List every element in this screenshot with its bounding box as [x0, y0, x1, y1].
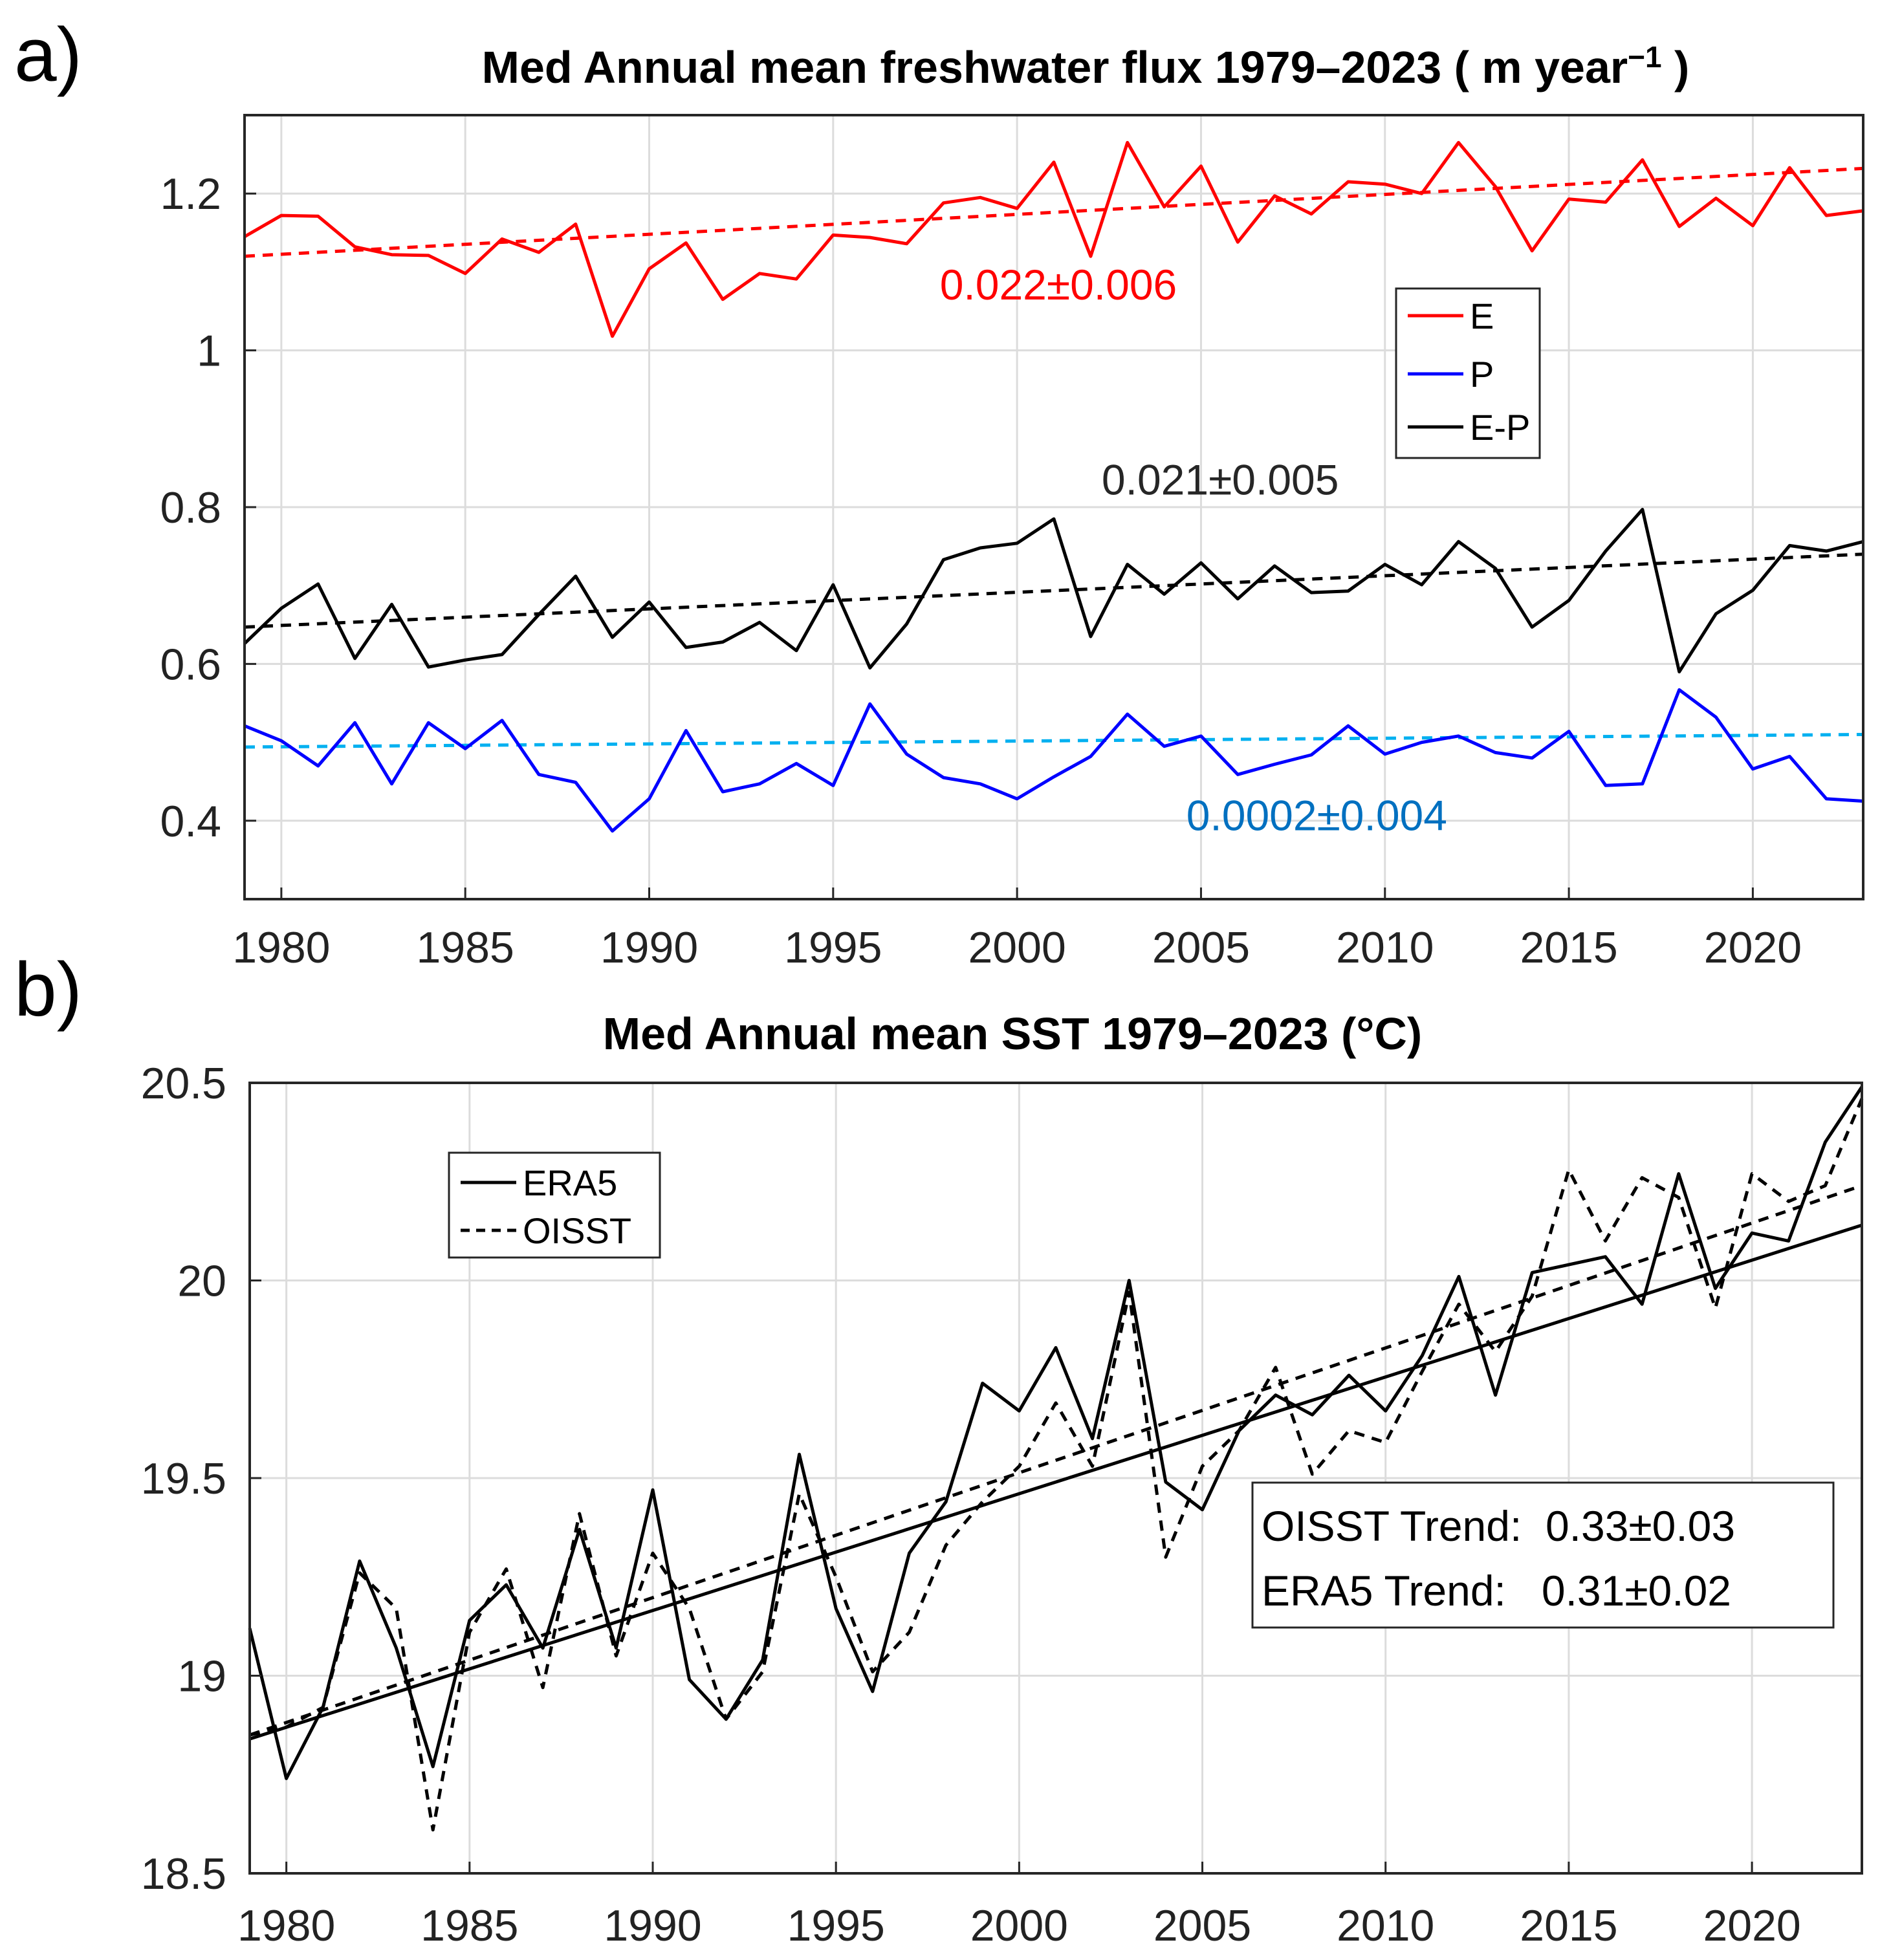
trend-box-era5: ERA5 Trend: 0.31±0.02	[1262, 1567, 1731, 1615]
x-tick-label: 1995	[784, 923, 882, 972]
y-tick-label: 1	[197, 327, 221, 376]
series-line-oisst	[249, 1098, 1864, 1832]
trend-line-p	[244, 732, 1864, 749]
panel-a-series-lines	[243, 140, 1864, 833]
y-tick-label: 1.2	[160, 169, 221, 219]
panel-a-legend: E P E-P	[1395, 287, 1541, 459]
panel-a-trend-lines	[244, 166, 1864, 749]
legend-label-p: P	[1470, 354, 1494, 395]
y-tick-label: 0.8	[160, 483, 221, 532]
y-tick-label: 20.5	[141, 1059, 226, 1108]
panel-a-title-main: Med Annual mean freshwater flux 1979–202…	[482, 42, 1628, 93]
panel-b-trend-lines	[249, 1184, 1863, 1741]
panel-b-trend-box: OISST Trend: 0.33±0.03 ERA5 Trend: 0.31±…	[1251, 1481, 1835, 1629]
x-tick-label: 2020	[1703, 1901, 1800, 1950]
panel-a: a) Med Annual mean freshwater flux 1979–…	[14, 12, 1864, 972]
panel-b-legend-box	[448, 1151, 661, 1259]
series-line-p	[244, 688, 1864, 833]
x-tick-label: 1985	[421, 1901, 518, 1950]
legend-label-e: E	[1470, 296, 1494, 336]
x-tick-label: 2010	[1337, 1901, 1434, 1950]
x-tick-label: 1985	[417, 923, 514, 972]
trend-line-oisst	[249, 1184, 1863, 1737]
panel-a-title-end: )	[1662, 42, 1690, 93]
trend-line-era5	[249, 1223, 1863, 1741]
panel-b: b) Med Annual mean SST 1979–2023 (°C) 19…	[14, 947, 1864, 1950]
x-tick-label: 2000	[968, 923, 1066, 972]
series-line-e-p	[243, 508, 1864, 673]
panel-a-gridlines	[245, 115, 1863, 899]
x-tick-label: 1990	[600, 923, 698, 972]
panel-b-label: b)	[14, 947, 82, 1032]
panel-b-tick-labels: 1980 1985 1990 1995 2000 2005 2010 2015 2020 18.5…	[141, 1059, 1801, 1950]
x-tick-label: 1980	[237, 1901, 335, 1950]
y-tick-label: 20	[177, 1257, 226, 1306]
y-tick-label: 19.5	[141, 1454, 226, 1503]
legend-label-e-p: E-P	[1470, 407, 1530, 448]
panel-b-title: Med Annual mean SST 1979–2023 (°C)	[603, 1008, 1422, 1059]
panel-a-title-superscript: −1	[1628, 40, 1661, 74]
legend-label-oisst: OISST	[523, 1210, 631, 1251]
series-line-e	[243, 140, 1864, 338]
x-tick-label: 2000	[970, 1901, 1068, 1950]
panel-a-label: a)	[14, 12, 82, 98]
y-tick-label: 19	[177, 1652, 226, 1701]
legend-label-era5: ERA5	[523, 1162, 617, 1203]
x-tick-label: 1990	[604, 1901, 701, 1950]
x-tick-label: 2010	[1336, 923, 1434, 972]
y-tick-label: 18.5	[141, 1849, 226, 1899]
trend-annotation: 0.0002±0.004	[1186, 791, 1447, 839]
x-tick-label: 2015	[1520, 923, 1617, 972]
x-tick-label: 2005	[1153, 1901, 1251, 1950]
x-tick-label: 2005	[1152, 923, 1250, 972]
x-tick-label: 1980	[232, 923, 330, 972]
trend-annotation: 0.021±0.005	[1102, 456, 1339, 504]
panel-b-series-lines	[248, 1085, 1864, 1832]
x-tick-label: 2015	[1520, 1901, 1617, 1950]
x-tick-label: 2020	[1704, 923, 1802, 972]
trend-line-e	[244, 166, 1864, 258]
trend-box-oisst: OISST Trend: 0.33±0.03	[1262, 1502, 1735, 1550]
panel-b-legend: ERA5 OISST	[448, 1151, 661, 1259]
trend-line-e-p	[244, 552, 1864, 629]
y-tick-label: 0.6	[160, 640, 221, 689]
trend-annotation: 0.022±0.006	[940, 261, 1177, 309]
trend-box-frame	[1251, 1481, 1835, 1629]
panel-a-title: Med Annual mean freshwater flux 1979–202…	[482, 40, 1690, 93]
x-tick-label: 1995	[787, 1901, 885, 1950]
panel-a-annotations: 0.022±0.006 0.021±0.005 0.0002±0.004	[940, 261, 1447, 840]
y-tick-label: 0.4	[160, 797, 221, 846]
panel-a-tick-labels: 1980 1985 1990 1995 2000 2005 2010 2015 2020 0.4 0…	[160, 169, 1802, 972]
